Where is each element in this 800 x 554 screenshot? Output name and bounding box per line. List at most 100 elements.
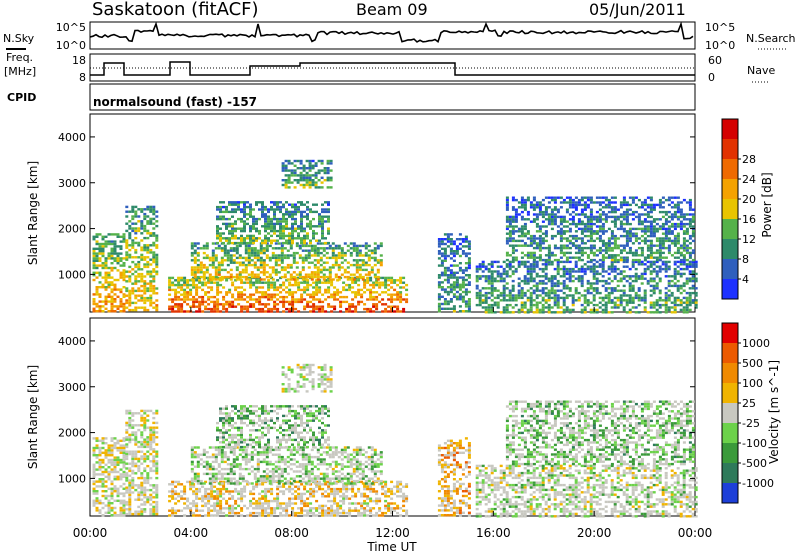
echo-cell xyxy=(646,246,650,250)
echo-cell xyxy=(529,256,533,259)
echo-cell xyxy=(550,260,554,264)
echo-cell xyxy=(580,196,584,199)
echo-cell xyxy=(122,269,126,272)
echo-cell xyxy=(586,206,590,209)
echo-cell xyxy=(104,454,108,457)
echo-cell xyxy=(562,230,566,233)
echo-cell xyxy=(529,301,533,304)
echo-cell xyxy=(440,302,444,306)
echo-cell xyxy=(640,299,644,302)
echo-cell xyxy=(538,242,542,245)
echo-cell xyxy=(282,213,285,216)
echo-cell xyxy=(625,213,629,216)
echo-cell xyxy=(658,306,662,309)
echo-cell xyxy=(691,284,695,288)
echo-cell xyxy=(247,273,251,276)
echo-cell xyxy=(291,241,294,245)
echo-cell xyxy=(676,206,680,209)
echo-cell xyxy=(195,300,199,304)
echo-cell xyxy=(337,275,341,279)
echo-cell xyxy=(676,196,680,199)
echo-cell xyxy=(250,249,254,252)
echo-cell xyxy=(574,201,578,204)
echo-cell xyxy=(134,265,138,269)
echo-cell xyxy=(655,260,659,264)
echo-cell xyxy=(352,273,356,276)
echo-cell xyxy=(449,247,453,250)
echo-cell xyxy=(207,295,211,299)
echo-cell xyxy=(110,497,114,500)
echo-cell xyxy=(523,294,527,297)
echo-cell xyxy=(396,283,400,287)
echo-cell xyxy=(658,256,662,259)
echo-cell xyxy=(622,291,626,295)
echo-cell xyxy=(342,281,346,284)
echo-cell xyxy=(574,239,578,243)
echo-cell xyxy=(607,294,611,297)
echo-cell xyxy=(679,244,683,247)
echo-cell xyxy=(640,227,644,231)
echo-cell xyxy=(673,267,677,271)
echo-cell xyxy=(637,254,641,257)
echo-cell xyxy=(646,311,650,314)
echo-cell xyxy=(508,296,512,300)
echo-cell xyxy=(315,305,319,308)
echo-cell xyxy=(667,282,671,285)
echo-cell xyxy=(146,289,150,293)
echo-cell xyxy=(294,227,297,230)
echo-cell xyxy=(204,283,208,287)
echo-cell xyxy=(607,267,611,271)
echo-cell xyxy=(308,162,312,165)
echo-cell xyxy=(134,488,138,492)
echo-cell xyxy=(155,236,159,240)
echo-cell xyxy=(613,296,617,300)
echo-cell xyxy=(592,282,596,285)
echo-cell xyxy=(685,279,689,283)
echo-cell xyxy=(174,480,178,484)
echo-cell xyxy=(237,286,241,289)
echo-cell xyxy=(688,201,692,204)
echo-cell xyxy=(171,495,175,498)
echo-cell xyxy=(535,296,539,300)
echo-cell xyxy=(592,287,596,290)
echo-cell xyxy=(455,276,459,279)
echo-cell xyxy=(679,291,683,295)
echo-cell xyxy=(514,239,518,243)
echo-cell xyxy=(553,234,557,238)
echo-cell xyxy=(673,251,677,255)
echo-cell xyxy=(271,251,275,255)
echo-cell xyxy=(297,205,300,209)
echo-cell xyxy=(298,256,302,260)
echo-cell xyxy=(146,215,150,218)
echo-cell xyxy=(220,261,224,264)
echo-cell xyxy=(604,251,608,255)
echo-cell xyxy=(306,201,309,204)
echo-cell xyxy=(119,247,123,250)
echo-cell xyxy=(628,237,632,240)
echo-cell xyxy=(351,281,355,284)
echo-cell xyxy=(174,291,178,294)
echo-cell xyxy=(547,289,551,292)
echo-cell xyxy=(168,293,172,296)
echo-cell xyxy=(685,303,689,307)
echo-cell xyxy=(547,220,551,223)
echo-cell xyxy=(625,251,629,255)
echo-cell xyxy=(195,495,199,498)
echo-cell xyxy=(264,213,267,216)
echo-cell xyxy=(143,460,147,463)
echo-cell xyxy=(481,265,485,268)
echo-cell xyxy=(691,275,695,278)
echo-cell xyxy=(355,271,359,274)
echo-cell xyxy=(110,269,114,272)
echo-cell xyxy=(446,293,450,296)
echo-cell xyxy=(640,239,644,243)
echo-cell xyxy=(349,263,353,267)
echo-cell xyxy=(550,311,554,314)
echo-cell xyxy=(577,244,581,247)
echo-cell xyxy=(523,218,527,221)
echo-cell xyxy=(346,244,350,248)
echo-cell xyxy=(390,279,394,282)
echo-cell xyxy=(622,294,626,297)
echo-cell xyxy=(622,256,626,259)
